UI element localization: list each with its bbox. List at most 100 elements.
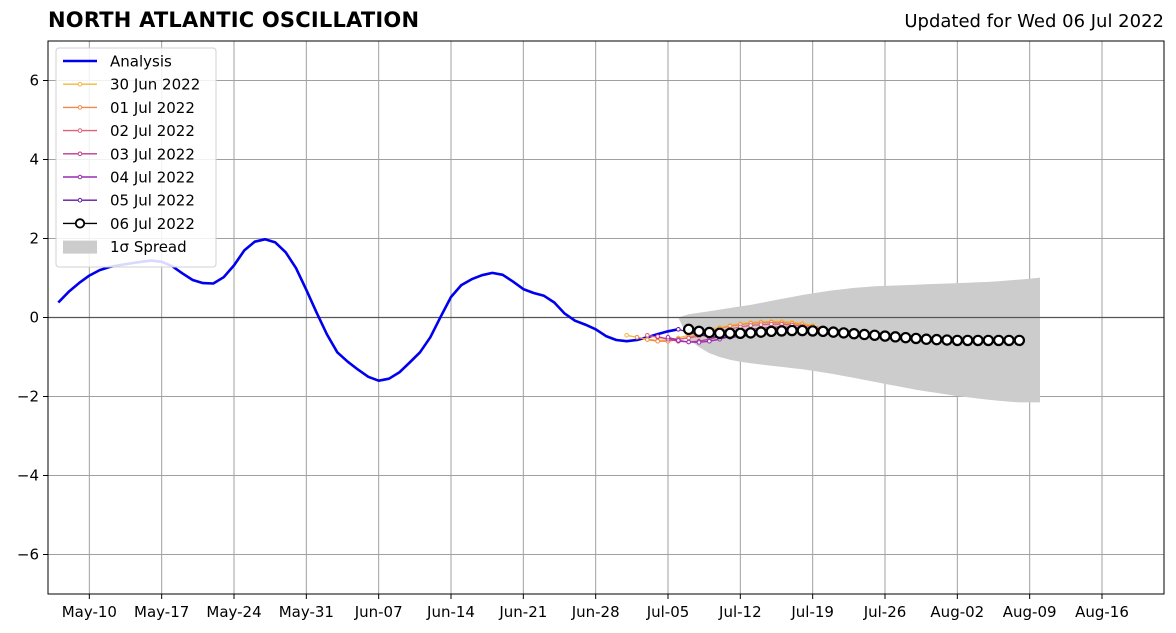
legend-label: 06 Jul 2022 [110, 215, 195, 233]
forecast-series [624, 319, 1026, 347]
legend-label: 03 Jul 2022 [110, 145, 195, 163]
y-tick-label: 0 [29, 309, 39, 327]
forecast-point [817, 325, 829, 338]
legend-label: 02 Jul 2022 [110, 122, 195, 140]
forecast-point [879, 330, 891, 342]
forecast-point [858, 328, 871, 341]
legend-entry: 30 Jun 2022 [63, 76, 200, 94]
chart-subtitle: Updated for Wed 06 Jul 2022 [904, 11, 1164, 32]
forecast-point [889, 331, 902, 343]
x-tick-label: Jun-07 [354, 603, 403, 621]
x-tick-label: Jul-12 [718, 603, 762, 621]
forecast-point [676, 338, 681, 343]
forecast-point [796, 324, 809, 337]
legend-swatch [63, 240, 97, 254]
x-tick-label: Jun-28 [571, 603, 620, 621]
legend-label: Analysis [110, 53, 172, 71]
x-tick-label: Aug-09 [1003, 603, 1057, 621]
y-axis: 6 4 2 0 −2 −4 −6 [17, 72, 48, 564]
forecast-point [696, 340, 702, 345]
legend-entry: 04 Jul 2022 [63, 169, 195, 187]
forecast-point [775, 325, 788, 337]
x-tick-label: Jul-26 [863, 603, 907, 621]
legend-box [55, 47, 217, 268]
forecast-point [920, 333, 933, 345]
legend-label: 05 Jul 2022 [110, 192, 195, 210]
grid [48, 41, 1164, 594]
forecast-point [734, 327, 747, 339]
forecast-point [744, 327, 757, 339]
x-tick-label: May-24 [206, 603, 261, 621]
forecast-point [665, 334, 671, 340]
forecast-point [645, 332, 650, 338]
forecast-point [686, 339, 691, 345]
forecast-point [868, 329, 881, 341]
forecast-point [645, 337, 650, 342]
forecast-point [655, 338, 660, 344]
forecast-point [682, 323, 695, 336]
x-axis: May-10 May-17 May-24 May-31 Jun-07 Jun-14 Jun-… [62, 594, 1129, 621]
x-tick-label: May-10 [62, 603, 117, 621]
forecast-point [961, 334, 974, 347]
spread-band [678, 277, 1040, 403]
x-tick-label: Jul-05 [646, 603, 690, 621]
forecast-point [848, 327, 860, 340]
forecast-point [941, 334, 953, 346]
x-tick-label: May-17 [134, 603, 189, 621]
forecast-point [930, 333, 943, 346]
forecast-point [899, 331, 912, 344]
forecast-point [806, 325, 819, 337]
y-tick-label: −6 [17, 546, 39, 564]
x-tick-label: Aug-02 [930, 603, 984, 621]
forecast-point [703, 326, 716, 339]
forecast-point [655, 334, 660, 339]
forecast-point [676, 327, 681, 332]
legend-entry: 06 Jul 2022 [63, 215, 195, 233]
y-tick-label: 6 [29, 72, 39, 90]
forecast-point [1013, 334, 1026, 347]
legend-label: 04 Jul 2022 [110, 169, 195, 187]
forecast-point [693, 325, 705, 338]
forecast-point [827, 326, 840, 338]
y-tick-label: 4 [29, 151, 39, 169]
y-tick-label: −4 [17, 467, 39, 485]
legend-label: 01 Jul 2022 [110, 99, 195, 117]
legend-entry: 01 Jul 2022 [63, 99, 195, 117]
spread-area [678, 277, 1040, 403]
chart-title: NORTH ATLANTIC OSCILLATION [48, 8, 420, 32]
forecast-point [786, 324, 798, 337]
y-tick-label: −2 [17, 388, 39, 406]
legend-entry: 02 Jul 2022 [63, 122, 195, 140]
legend-entry: 05 Jul 2022 [63, 192, 195, 210]
x-tick-label: Aug-16 [1075, 603, 1129, 621]
x-tick-label: Jun-21 [498, 603, 547, 621]
forecast-point [982, 334, 995, 347]
legend-entry: Analysis [63, 53, 172, 71]
forecast-point [634, 334, 640, 340]
forecast-point [1003, 334, 1015, 347]
forecast-point [755, 326, 767, 338]
forecast-point [837, 327, 850, 339]
forecast-point [972, 334, 984, 347]
forecast-point [724, 327, 736, 339]
x-tick-label: May-31 [279, 603, 334, 621]
legend-entry: 1σ Spread [63, 238, 187, 256]
forecast-point [707, 338, 712, 344]
forecast-point [686, 335, 691, 341]
x-tick-label: Jun-14 [426, 603, 475, 621]
forecast-point [748, 323, 753, 328]
forecast-6 [682, 323, 1026, 347]
y-tick-label: 2 [29, 230, 39, 248]
forecast-point [910, 332, 922, 345]
legend-label: 1σ Spread [110, 238, 187, 256]
legend-entry: 03 Jul 2022 [63, 145, 195, 163]
forecast-point [992, 334, 1005, 347]
legend: Analysis 30 Jun 2022 01 Jul 2022 02 Jul 202… [55, 47, 217, 268]
forecast-point [951, 334, 964, 347]
forecast-point [624, 332, 629, 338]
x-tick-label: Jul-19 [790, 603, 834, 621]
forecast-point [765, 325, 778, 338]
legend-label: 30 Jun 2022 [110, 76, 200, 94]
forecast-point [713, 327, 726, 339]
